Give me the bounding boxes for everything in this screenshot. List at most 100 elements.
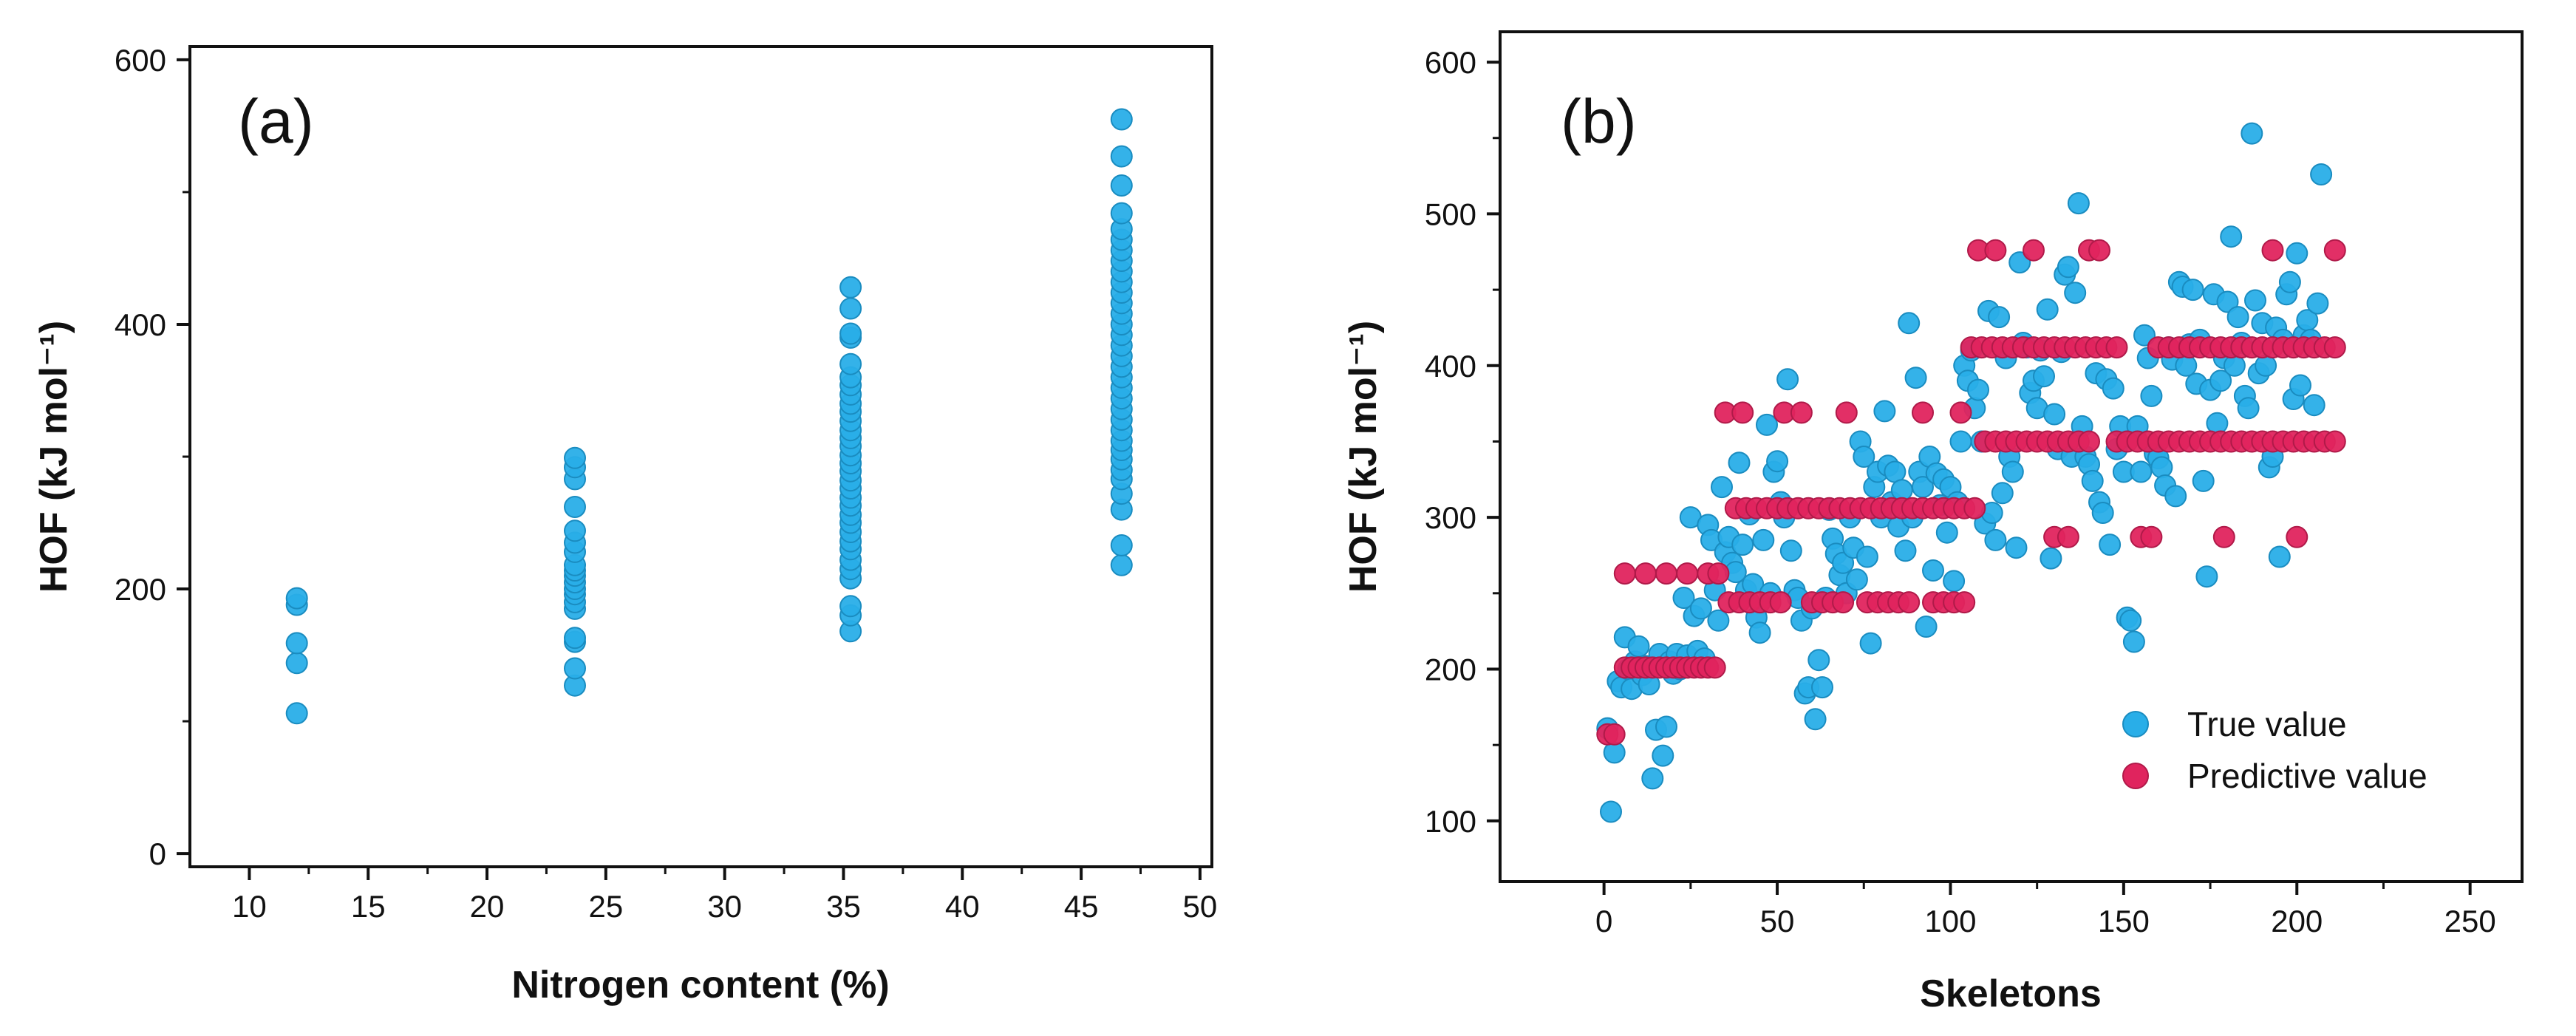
point-true-b [2195,565,2218,588]
point-true-b [2216,290,2239,313]
point-true-b [1779,539,1802,562]
panel-label-a: (a) [238,86,314,156]
point-true-b [1988,306,2011,329]
point-true-b [1894,539,1917,562]
point-true-b [1776,368,1799,391]
point-true-a [839,352,862,375]
x-tick-label-b: 0 [1595,904,1612,938]
point-true-a [839,595,862,618]
point-true-b [2278,270,2301,293]
point-predictive-b [1949,401,1972,424]
point-true-b [1984,528,2007,551]
point-true-b [2237,397,2260,420]
point-true-b [2181,279,2204,301]
point-true-b [2005,536,2028,559]
point-true-b [1600,800,1622,823]
point-true-b [1672,587,1695,609]
points-a [285,108,1133,725]
point-predictive-b [2078,430,2100,453]
x-tick-label-b: 100 [1924,904,1976,938]
point-true-b [2036,298,2059,321]
point-true-b [2119,609,2142,632]
x-tick-label-a: 30 [707,889,742,924]
point-true-b [1711,476,1733,499]
y-tick-label-b: 600 [1425,45,1476,80]
legend-marker-true [2122,711,2149,737]
point-predictive-b [2212,525,2235,548]
ticks-a: 10 15 20 25 30 35 40 45 50 0 200 400 600 [115,43,1217,924]
x-tick-label-b: 200 [2271,904,2323,938]
legend-marker-predictive [2122,763,2149,789]
point-true-b [1873,400,1896,423]
point-predictive-b [1676,562,1699,585]
point-true-b [1811,676,1833,699]
point-true-b [2040,547,2062,570]
point-true-b [1915,616,1938,638]
point-true-b [2008,251,2031,274]
point-true-a [839,276,862,299]
point-true-b [2091,502,2114,524]
point-true-b [1728,451,1751,474]
point-true-a [564,627,586,650]
legend: True value Predictive value [2122,705,2427,795]
point-true-b [1949,430,1972,453]
point-true-b [2130,460,2153,483]
point-predictive-b [2323,336,2346,359]
point-true-b [2099,534,2122,556]
point-true-b [2310,163,2333,185]
point-true-b [2064,282,2087,304]
point-predictive-b [1835,401,1858,424]
chart-panel-b: 0 50 100 150 200 250 100 200 300 400 500 600 (b) Sk… [1342,30,2524,1015]
point-predictive-b [2105,336,2128,359]
point-true-b [1832,551,1855,574]
point-true-b [1752,528,1775,551]
point-true-b [1766,450,1789,473]
point-predictive-b [1655,562,1677,585]
point-true-b [1859,632,1882,655]
x-tick-label-a: 45 [1064,889,1099,924]
y-tick-label-a: 600 [115,43,166,78]
y-tick-label-b: 500 [1425,197,1476,231]
point-true-b [2150,456,2173,479]
point-true-b [1655,715,1677,738]
y-axis-title-b: HOF (kJ mol⁻¹) [1342,321,1385,593]
point-true-a [1110,145,1133,168]
point-true-b [1967,378,1989,401]
point-true-b [2081,469,2104,492]
y-tick-label-a: 200 [115,572,166,607]
point-true-a [1110,108,1133,131]
point-true-b [2140,384,2163,407]
point-true-b [2033,365,2055,388]
point-predictive-b [1953,591,1976,614]
point-predictive-b [1898,591,1921,614]
point-true-b [1707,609,1730,632]
point-true-a [564,519,586,542]
plot-frame-a [188,45,1213,868]
point-predictive-b [1984,239,2007,262]
point-true-a [285,702,308,725]
point-predictive-b [1634,562,1657,585]
point-true-a [285,587,308,610]
point-predictive-b [1832,591,1855,614]
point-true-a [1110,202,1133,225]
y-axis-title-a: HOF (kJ mol⁻¹) [33,321,75,593]
point-predictive-b [2286,525,2308,548]
point-true-b [1922,559,1944,582]
point-true-b [2102,377,2124,400]
point-predictive-b [2323,430,2346,453]
point-predictive-b [2140,525,2163,548]
point-true-b [1991,482,2014,505]
x-tick-label-a: 10 [232,889,267,924]
point-true-b [2209,369,2232,392]
point-true-b [2286,242,2308,265]
point-true-b [2226,306,2249,329]
plot-frame-b [1499,30,2524,883]
x-tick-label-a: 25 [588,889,623,924]
ticks-b: 0 50 100 150 200 250 100 200 300 400 500 600 [1425,45,2496,938]
x-axis-title-b: Skeletons [1920,972,2102,1015]
point-predictive-b [2088,239,2110,262]
point-true-a [839,322,862,345]
x-tick-label-a: 35 [826,889,861,924]
y-tick-label-b: 100 [1425,804,1476,839]
